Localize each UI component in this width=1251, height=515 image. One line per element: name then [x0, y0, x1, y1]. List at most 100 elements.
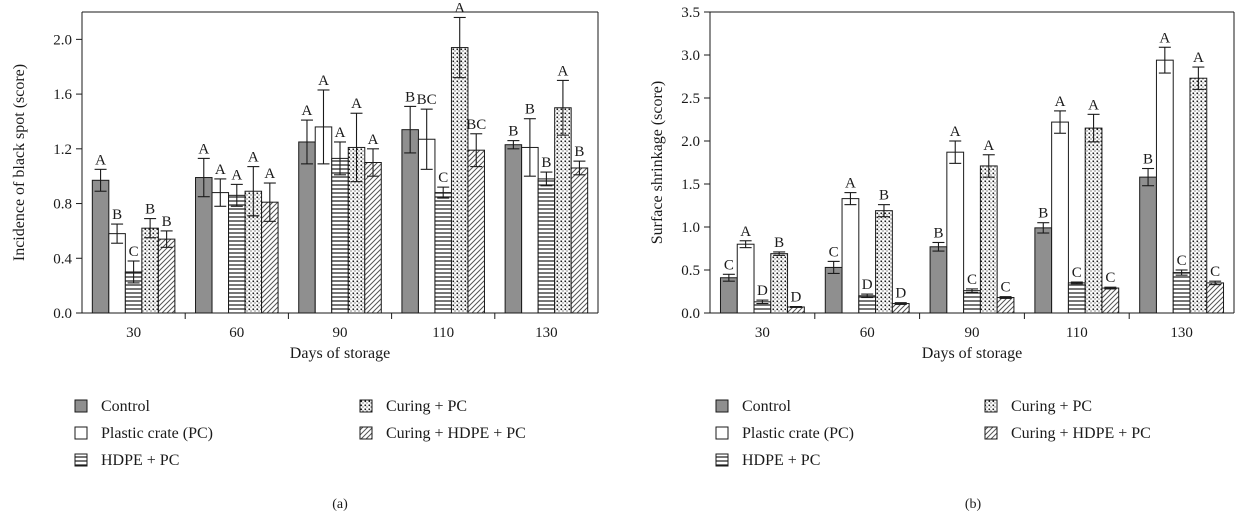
bar — [141, 227, 159, 314]
significance-letter: B — [405, 89, 415, 105]
y-tick-label: 0.5 — [681, 263, 700, 279]
bar — [946, 151, 965, 314]
bar — [875, 210, 893, 314]
bar — [770, 253, 789, 314]
legend-swatch — [715, 453, 729, 467]
x-tick-label: 30 — [126, 325, 141, 341]
significance-letter: A — [950, 124, 961, 140]
significance-letter: A — [264, 166, 275, 182]
significance-letter: A — [845, 176, 856, 192]
significance-letter: A — [1193, 50, 1204, 66]
bar — [401, 129, 419, 314]
significance-letter: B — [541, 155, 551, 171]
bar — [211, 192, 230, 314]
significance-letter: A — [198, 141, 209, 157]
bar — [963, 290, 981, 314]
y-tick-label: 2.0 — [53, 32, 72, 48]
significance-letter: B — [774, 235, 784, 251]
y-tick-label: 0.4 — [53, 251, 72, 267]
x-tick-label: 90 — [333, 325, 348, 341]
significance-letter: A — [248, 150, 259, 166]
y-tick-label: 2.0 — [681, 134, 700, 150]
bar — [331, 157, 349, 314]
panel-label-a: (a) — [332, 497, 348, 512]
y-axis-title: Surface shrinkage (score) — [649, 81, 666, 244]
significance-letter: A — [1088, 97, 1099, 113]
bar — [979, 165, 998, 314]
legend-label: Plastic crate (PC) — [742, 425, 854, 442]
bar — [554, 107, 572, 314]
significance-letter: D — [895, 286, 906, 302]
bar — [858, 295, 877, 314]
bar — [1051, 121, 1069, 314]
bar — [1139, 176, 1157, 314]
significance-letter: A — [983, 138, 994, 154]
legend-swatch — [74, 399, 88, 413]
bar — [195, 177, 213, 314]
significance-letter: A — [351, 96, 362, 112]
bar — [1189, 77, 1208, 314]
legend-swatch — [715, 426, 729, 440]
legend-swatch — [74, 426, 88, 440]
bar — [824, 266, 843, 314]
y-tick-label: 0.8 — [53, 197, 72, 213]
significance-letter: A — [1055, 94, 1066, 110]
y-tick-label: 1.6 — [53, 87, 72, 103]
bar — [364, 162, 382, 314]
legend-a: Control Plastic crate (PC) HDPE + PC Curing… — [74, 398, 526, 469]
y-tick-label: 2.5 — [681, 91, 700, 107]
bar — [841, 198, 860, 314]
y-tick-label: 1.2 — [53, 142, 72, 158]
significance-letter: C — [724, 257, 734, 273]
legend-swatch — [359, 426, 373, 440]
bar — [996, 297, 1015, 314]
significance-letter: A — [454, 0, 465, 16]
x-tick-label: 130 — [1170, 325, 1193, 341]
bar — [157, 238, 176, 314]
bar — [504, 144, 523, 314]
bar — [719, 277, 738, 314]
significance-letter: C — [1210, 264, 1220, 280]
x-axis-title: Days of storage — [290, 345, 390, 362]
legend-b: Control Plastic crate (PC) HDPE + PC Curing… — [715, 398, 1151, 469]
legend-swatch — [74, 453, 88, 467]
bar — [434, 192, 452, 314]
bar — [891, 303, 910, 314]
bar — [929, 246, 948, 314]
significance-letter: A — [231, 167, 242, 183]
bar — [467, 149, 485, 314]
significance-letter: BC — [417, 92, 437, 108]
y-tick-label: 3.0 — [681, 48, 700, 64]
significance-letter: A — [740, 224, 751, 240]
y-tick-label: 0.0 — [53, 306, 72, 322]
legend-label: Control — [101, 398, 150, 415]
y-tick-label: 3.5 — [681, 5, 700, 21]
x-tick-label: 60 — [860, 325, 875, 341]
bar — [298, 141, 316, 314]
significance-letter: C — [129, 244, 139, 260]
significance-letter: A — [318, 73, 329, 89]
y-tick-label: 1.5 — [681, 177, 700, 193]
x-tick-label: 110 — [1066, 325, 1088, 341]
significance-letter: A — [335, 125, 346, 141]
significance-letter: C — [1072, 265, 1082, 281]
x-tick-label: 60 — [229, 325, 244, 341]
significance-letter: B — [574, 144, 584, 160]
x-axis-title: Days of storage — [922, 345, 1022, 362]
significance-letter: B — [1143, 152, 1153, 168]
legend-label: Curing + PC — [1011, 398, 1092, 415]
significance-letter: BC — [466, 117, 486, 133]
significance-letter: D — [862, 277, 873, 293]
significance-letter: C — [967, 272, 977, 288]
legend-label: Curing + HDPE + PC — [386, 425, 526, 442]
legend-label: Curing + PC — [386, 398, 467, 415]
legend-label: HDPE + PC — [101, 452, 179, 469]
bar — [108, 233, 126, 314]
y-tick-label: 0.0 — [681, 306, 700, 322]
significance-letter: A — [95, 152, 106, 168]
bar — [1034, 227, 1053, 314]
bar — [1067, 282, 1086, 314]
bar — [228, 194, 246, 314]
bar — [1084, 127, 1103, 314]
